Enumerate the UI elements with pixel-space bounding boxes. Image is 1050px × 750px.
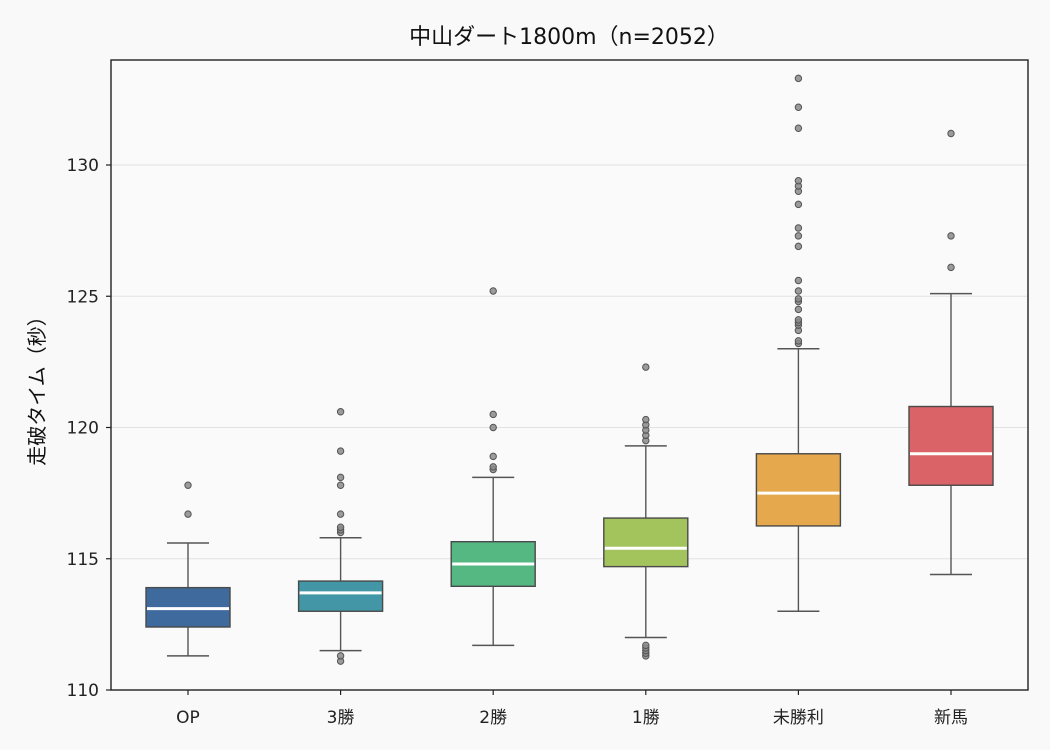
box-iqr	[297, 580, 384, 612]
outlier-point	[794, 242, 803, 251]
y-tick-label: 115	[67, 550, 99, 570]
outlier-point	[489, 463, 497, 471]
chart-title: 中山ダート1800m（n=2052）	[409, 25, 729, 50]
outlier-point	[794, 305, 803, 314]
outlier-point	[794, 287, 803, 295]
outlier-point	[794, 224, 803, 232]
outlier-point	[794, 276, 803, 285]
y-tick-label: 125	[67, 287, 99, 307]
outlier-point	[336, 652, 345, 660]
y-tick-label: 110	[67, 681, 99, 701]
plot-background	[111, 60, 1028, 690]
x-tick-label: OP	[176, 708, 200, 728]
outlier-point	[336, 510, 345, 518]
plot-area: 110 115 120 125 130 OP 3勝 2勝 1勝 未勝利 新馬	[67, 59, 1029, 728]
outlier-point	[947, 232, 955, 240]
outlier-point	[794, 232, 803, 240]
outlier-point	[794, 200, 803, 209]
outlier-point	[184, 510, 192, 518]
outlier-point	[336, 481, 345, 489]
outlier-point	[489, 287, 497, 295]
outlier-point	[642, 415, 650, 424]
outlier-point	[947, 129, 955, 138]
outlier-point	[489, 452, 497, 461]
outlier-point	[794, 337, 803, 345]
box-iqr	[755, 453, 842, 527]
outlier-point	[947, 263, 955, 272]
box-iqr	[908, 405, 994, 486]
outlier-point	[794, 177, 803, 185]
outlier-point	[184, 481, 192, 489]
outlier-point	[336, 447, 345, 455]
outlier-point	[794, 316, 803, 324]
x-tick-label: 未勝利	[773, 708, 824, 728]
y-axis-label: 走破タイム（秒）	[25, 306, 49, 466]
outlier-point	[794, 124, 803, 132]
outlier-point	[794, 74, 803, 83]
outlier-point	[489, 410, 497, 419]
y-tick-label: 130	[67, 156, 99, 176]
outlier-point	[794, 295, 803, 303]
x-tick-label: 新馬	[934, 708, 968, 728]
outlier-point	[642, 641, 650, 650]
outlier-point	[794, 103, 803, 111]
outlier-point	[642, 363, 650, 371]
box-iqr	[603, 517, 689, 568]
y-tick-label: 120	[67, 419, 99, 439]
outlier-point	[336, 408, 345, 416]
outlier-point	[336, 473, 345, 482]
outlier-point	[336, 523, 345, 531]
x-tick-label: 2勝	[479, 708, 507, 728]
outlier-point	[489, 423, 497, 432]
x-tick-label: 3勝	[327, 708, 355, 728]
x-tick-label: 1勝	[632, 708, 660, 728]
plot-frame	[110, 59, 1029, 691]
